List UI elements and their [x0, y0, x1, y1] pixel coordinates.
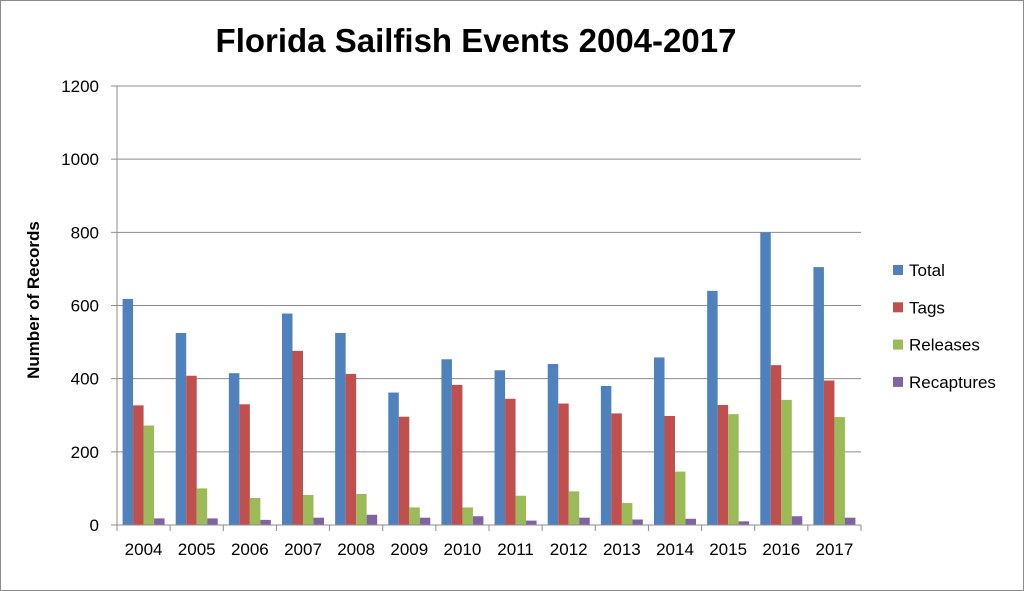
legend-label-total: Total: [909, 261, 945, 280]
x-tick-label: 2005: [178, 540, 216, 559]
bar-total-2017: [813, 267, 824, 525]
x-tick-label: 2009: [390, 540, 428, 559]
bar-releases-2006: [249, 497, 261, 525]
bar-releases-2014: [675, 471, 686, 525]
bar-tags-2005: [186, 375, 197, 525]
bar-total-2016: [760, 232, 771, 526]
bar-total-2012: [547, 364, 559, 525]
bar-total-2011: [494, 370, 506, 525]
legend-label-tags: Tags: [909, 298, 945, 317]
bar-releases-2015: [728, 414, 739, 525]
bar-tags-2009: [398, 416, 410, 525]
x-tick-label: 2006: [231, 540, 269, 559]
bar-recaptures-2017: [844, 517, 856, 525]
x-tick-label: 2012: [550, 540, 588, 559]
bar-total-2010: [441, 359, 452, 525]
y-tick-label: 600: [71, 297, 99, 316]
bar-tags-2017: [823, 380, 835, 525]
x-tick-label: 2008: [337, 540, 375, 559]
bar-releases-2004: [143, 425, 155, 525]
bar-releases-2010: [462, 507, 473, 525]
bar-tags-2004: [133, 405, 144, 525]
bar-total-2007: [282, 313, 293, 525]
bar-recaptures-2013: [632, 519, 643, 525]
legend-swatch-recaptures: [893, 376, 903, 387]
y-tick-label: 200: [71, 443, 99, 462]
legend-label-recaptures: Recaptures: [909, 373, 996, 392]
bar-recaptures-2009: [419, 517, 431, 525]
bar-recaptures-2006: [260, 519, 271, 525]
bar-tags-2012: [558, 403, 569, 525]
bar-tags-2013: [611, 413, 622, 525]
bar-recaptures-2007: [313, 517, 324, 525]
bar-total-2008: [335, 332, 346, 525]
legend-swatch-total: [893, 265, 903, 275]
chart-title: Florida Sailfish Events 2004-2017: [216, 22, 737, 59]
bar-releases-2005: [196, 488, 208, 525]
y-tick-labels: 0 200 400 600 800 1000 1200: [61, 77, 99, 535]
bar-releases-2009: [409, 507, 420, 525]
bar-recaptures-2012: [579, 517, 590, 525]
bar-releases-2017: [834, 417, 845, 525]
bar-total-2013: [600, 385, 612, 525]
bar-total-2015: [707, 290, 718, 525]
gridlines: [117, 85, 861, 453]
bar-tags-2008: [345, 373, 357, 525]
x-tick-label: 2014: [656, 540, 694, 559]
x-tick-label: 2010: [444, 540, 482, 559]
bar-releases-2012: [568, 491, 580, 525]
bar-recaptures-2008: [366, 514, 378, 525]
bar-tags-2011: [505, 398, 516, 525]
bar-recaptures-2010: [472, 516, 484, 525]
legend-label-releases: Releases: [909, 336, 980, 355]
bar-releases-2007: [303, 495, 314, 525]
y-tick-label: 400: [71, 370, 99, 389]
x-tick-label: 2017: [816, 540, 854, 559]
bar-tags-2016: [770, 365, 782, 525]
bar-releases-2008: [356, 493, 367, 525]
x-tick-label: 2004: [125, 540, 163, 559]
bar-tags-2014: [664, 415, 675, 525]
bar-recaptures-2005: [207, 518, 218, 525]
bar-total-2006: [228, 373, 240, 525]
y-tick-label: 800: [71, 223, 99, 242]
bar-total-2014: [654, 357, 665, 525]
bar-tags-2006: [239, 404, 250, 525]
x-tick-label: 2007: [284, 540, 322, 559]
bar-recaptures-2004: [154, 518, 165, 525]
bar-recaptures-2014: [685, 518, 696, 525]
bar-releases-2013: [621, 503, 633, 525]
legend: Total Tags Releases Recaptures: [893, 261, 996, 392]
y-tick-label: 1200: [61, 77, 99, 96]
y-tick-label: 0: [90, 516, 99, 535]
x-tick-label: 2016: [762, 540, 800, 559]
bar-total-2009: [388, 392, 399, 525]
x-tick-label: 2015: [709, 540, 747, 559]
bar-total-2005: [175, 332, 187, 525]
bars: [122, 232, 856, 526]
axes: [111, 85, 862, 531]
bar-releases-2011: [515, 495, 527, 525]
x-tick-label: 2013: [603, 540, 641, 559]
x-tick-label: 2011: [497, 540, 534, 559]
bar-tags-2015: [717, 405, 729, 525]
bar-recaptures-2015: [738, 521, 750, 525]
bar-recaptures-2011: [526, 520, 537, 525]
legend-swatch-tags: [893, 302, 903, 313]
bar-tags-2010: [451, 384, 463, 525]
bar-total-2004: [122, 298, 134, 525]
legend-swatch-releases: [893, 339, 903, 350]
bar-releases-2016: [781, 399, 792, 525]
y-tick-label: 1000: [61, 150, 99, 169]
bar-recaptures-2016: [791, 516, 803, 525]
x-tick-labels: 2004 2005 2006 2007 2008 2009 2010 2011 2012 2013…: [125, 540, 854, 559]
y-axis-label: Number of Records: [24, 221, 43, 379]
bar-tags-2007: [292, 350, 303, 525]
